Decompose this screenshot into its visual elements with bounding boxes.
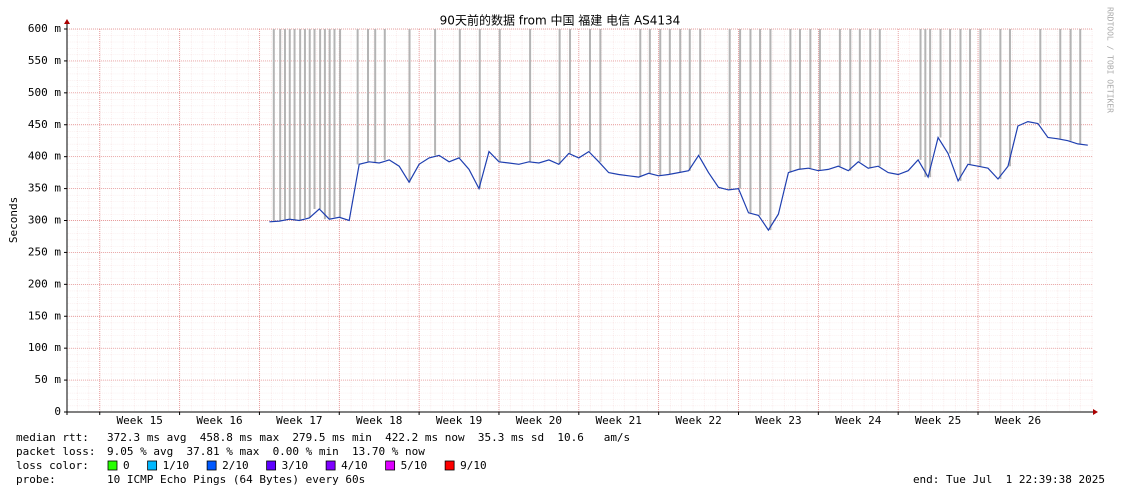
y-tick-label: 600 m — [28, 22, 61, 35]
y-tick-label: 350 m — [28, 182, 61, 195]
legend-label: 9/10 — [460, 459, 487, 472]
legend-swatch — [107, 460, 118, 471]
legend-label: loss color: — [16, 459, 89, 472]
legend-label: 5/10 — [401, 459, 428, 472]
legend-swatch — [385, 460, 396, 471]
legend-swatch — [325, 460, 336, 471]
stat-label: packet loss: — [16, 445, 95, 458]
x-tick-label: Week 15 — [116, 414, 162, 427]
rtt-line — [269, 120, 1088, 232]
chart-title: 90天前的数据 from 中国 福建 电信 AS4134 — [440, 13, 681, 28]
x-tick-label: Week 24 — [835, 414, 882, 427]
y-tick-label: 250 m — [28, 245, 61, 258]
watermark: RRDTOOL / TOBI OETIKER — [1106, 7, 1115, 113]
x-tick-label: Week 25 — [915, 414, 961, 427]
y-axis-arrow — [64, 19, 70, 24]
legend-label: 4/10 — [341, 459, 368, 472]
legend-swatch — [266, 460, 277, 471]
y-tick-label: 0 — [54, 405, 61, 418]
x-tick-label: Week 20 — [516, 414, 562, 427]
x-tick-label: Week 22 — [675, 414, 721, 427]
legend-label: 0 — [123, 459, 130, 472]
stat-text: 10 ICMP Echo Pings (64 Bytes) every 60s — [107, 473, 365, 486]
stat-text: 372.3 ms avg 458.8 ms max 279.5 ms min 4… — [107, 431, 630, 444]
y-tick-label: 550 m — [28, 54, 61, 67]
y-axis-label: Seconds — [7, 197, 20, 243]
legend-label: 3/10 — [282, 459, 309, 472]
stat-text: 9.05 % avg 37.81 % max 0.00 % min 13.70 … — [107, 445, 425, 458]
x-tick-label: Week 17 — [276, 414, 322, 427]
y-tick-label: 400 m — [28, 150, 61, 163]
y-tick-label: 300 m — [28, 214, 61, 227]
stat-label: probe: — [16, 473, 56, 486]
legend-swatch — [206, 460, 217, 471]
x-tick-label: Week 16 — [196, 414, 242, 427]
stat-label: median rtt: — [16, 431, 89, 444]
legend-swatch — [147, 460, 158, 471]
x-tick-label: Week 18 — [356, 414, 402, 427]
legend-swatch — [444, 460, 455, 471]
end-time: end: Tue Jul 1 22:39:38 2025 — [913, 473, 1105, 486]
y-tick-label: 200 m — [28, 277, 61, 290]
y-tick-label: 100 m — [28, 341, 61, 354]
y-tick-label: 450 m — [28, 118, 61, 131]
x-tick-label: Week 26 — [995, 414, 1041, 427]
x-axis-arrow — [1093, 409, 1098, 415]
x-tick-label: Week 23 — [755, 414, 801, 427]
legend-label: 1/10 — [163, 459, 190, 472]
x-tick-label: Week 21 — [596, 414, 642, 427]
legend-label: 2/10 — [222, 459, 249, 472]
y-tick-label: 150 m — [28, 309, 61, 322]
y-tick-label: 500 m — [28, 86, 61, 99]
x-tick-label: Week 19 — [436, 414, 482, 427]
y-tick-label: 50 m — [35, 373, 62, 386]
